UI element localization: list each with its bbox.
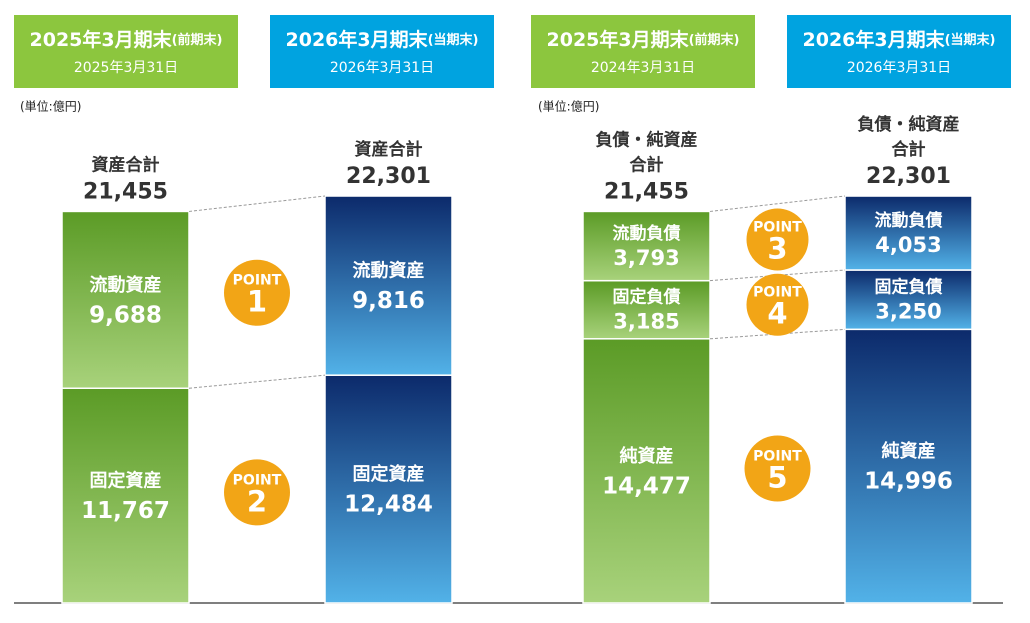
header-period: 2026年3月期末(当期末) bbox=[803, 28, 996, 51]
segment-name: 固定負債 bbox=[613, 287, 681, 308]
header-date: 2026年3月31日 bbox=[330, 60, 434, 76]
bar-segment bbox=[61, 210, 190, 389]
header-period: 2025年3月期末(前期末) bbox=[30, 28, 223, 51]
bar-segment bbox=[61, 387, 190, 604]
period: 2026年3月期末 bbox=[803, 28, 946, 51]
segment-name: 流動資産 bbox=[353, 260, 425, 282]
point-label: POINT bbox=[753, 220, 802, 236]
unit-label: (単位:億円) bbox=[20, 99, 81, 114]
total-name: 負債・純資産 bbox=[596, 129, 698, 150]
header-box bbox=[787, 15, 1011, 88]
period: 2025年3月期末 bbox=[30, 28, 173, 51]
point-badge bbox=[744, 435, 811, 502]
connector bbox=[188, 195, 326, 212]
period-note: (当期末) bbox=[945, 32, 996, 48]
point-badge bbox=[224, 259, 290, 326]
total-name: 資産合計 bbox=[355, 139, 423, 160]
segment-name: 純資産 bbox=[882, 440, 936, 462]
segment-value: 3,185 bbox=[613, 310, 679, 334]
bar-segment bbox=[582, 210, 711, 282]
segment-name: 純資産 bbox=[620, 445, 674, 467]
point-number: 5 bbox=[767, 461, 787, 495]
segment-value: 14,996 bbox=[864, 469, 953, 495]
bar-segment bbox=[324, 195, 453, 376]
total-name: 合計 bbox=[892, 139, 926, 160]
bar-segment bbox=[324, 374, 453, 604]
header-period: 2026年3月期末(当期末) bbox=[286, 28, 479, 51]
point-badge bbox=[224, 459, 290, 526]
point-number: 4 bbox=[767, 297, 787, 331]
point-label: POINT bbox=[753, 285, 802, 301]
segment-value: 11,767 bbox=[81, 498, 170, 524]
bar-segment bbox=[844, 195, 973, 271]
segment-name: 流動負債 bbox=[875, 210, 943, 231]
header-date: 2026年3月31日 bbox=[847, 60, 951, 76]
segment-value: 3,250 bbox=[875, 300, 941, 324]
header-box bbox=[14, 15, 238, 88]
point-label: POINT bbox=[233, 273, 282, 289]
total-value: 22,301 bbox=[866, 164, 951, 189]
segment-value: 3,793 bbox=[613, 246, 679, 270]
connector bbox=[188, 374, 326, 389]
period-note: (当期末) bbox=[428, 32, 479, 48]
period-note: (前期末) bbox=[172, 32, 223, 48]
segment-name: 固定資産 bbox=[353, 463, 425, 485]
segment-name: 流動負債 bbox=[613, 223, 681, 244]
point-number: 2 bbox=[247, 484, 267, 518]
header-period: 2025年3月期末(前期末) bbox=[547, 28, 740, 51]
unit-label: (単位:億円) bbox=[538, 99, 599, 114]
segment-value: 12,484 bbox=[344, 492, 433, 518]
bar-segment bbox=[582, 338, 711, 604]
total-name: 負債・純資産 bbox=[858, 114, 960, 135]
bar-segment bbox=[582, 279, 711, 340]
period: 2025年3月期末 bbox=[547, 28, 690, 51]
point-badge bbox=[746, 273, 809, 336]
point-label: POINT bbox=[233, 472, 282, 488]
point-badge bbox=[746, 208, 809, 271]
period: 2026年3月期末 bbox=[286, 28, 429, 51]
header-date: 2024年3月31日 bbox=[591, 60, 695, 76]
total-value: 22,301 bbox=[346, 164, 431, 189]
total-value: 21,455 bbox=[604, 179, 689, 204]
segment-name: 固定資産 bbox=[90, 470, 162, 492]
segment-value: 4,053 bbox=[875, 233, 941, 257]
segment-value: 14,477 bbox=[602, 473, 691, 499]
segment-value: 9,688 bbox=[89, 302, 162, 328]
point-number: 1 bbox=[247, 285, 267, 319]
total-name: 合計 bbox=[630, 154, 664, 175]
total-name: 資産合計 bbox=[92, 154, 160, 175]
point-number: 3 bbox=[767, 232, 787, 266]
total-value: 21,455 bbox=[83, 179, 168, 204]
header-date: 2025年3月31日 bbox=[74, 60, 178, 76]
segment-value: 9,816 bbox=[352, 288, 425, 314]
point-label: POINT bbox=[753, 449, 802, 465]
segment-name: 固定負債 bbox=[875, 277, 943, 298]
segment-name: 流動資産 bbox=[90, 274, 162, 296]
period-note: (前期末) bbox=[689, 32, 740, 48]
connector bbox=[709, 195, 846, 212]
header-box bbox=[270, 15, 494, 88]
header-box bbox=[531, 15, 755, 88]
bar-segment bbox=[844, 328, 973, 604]
